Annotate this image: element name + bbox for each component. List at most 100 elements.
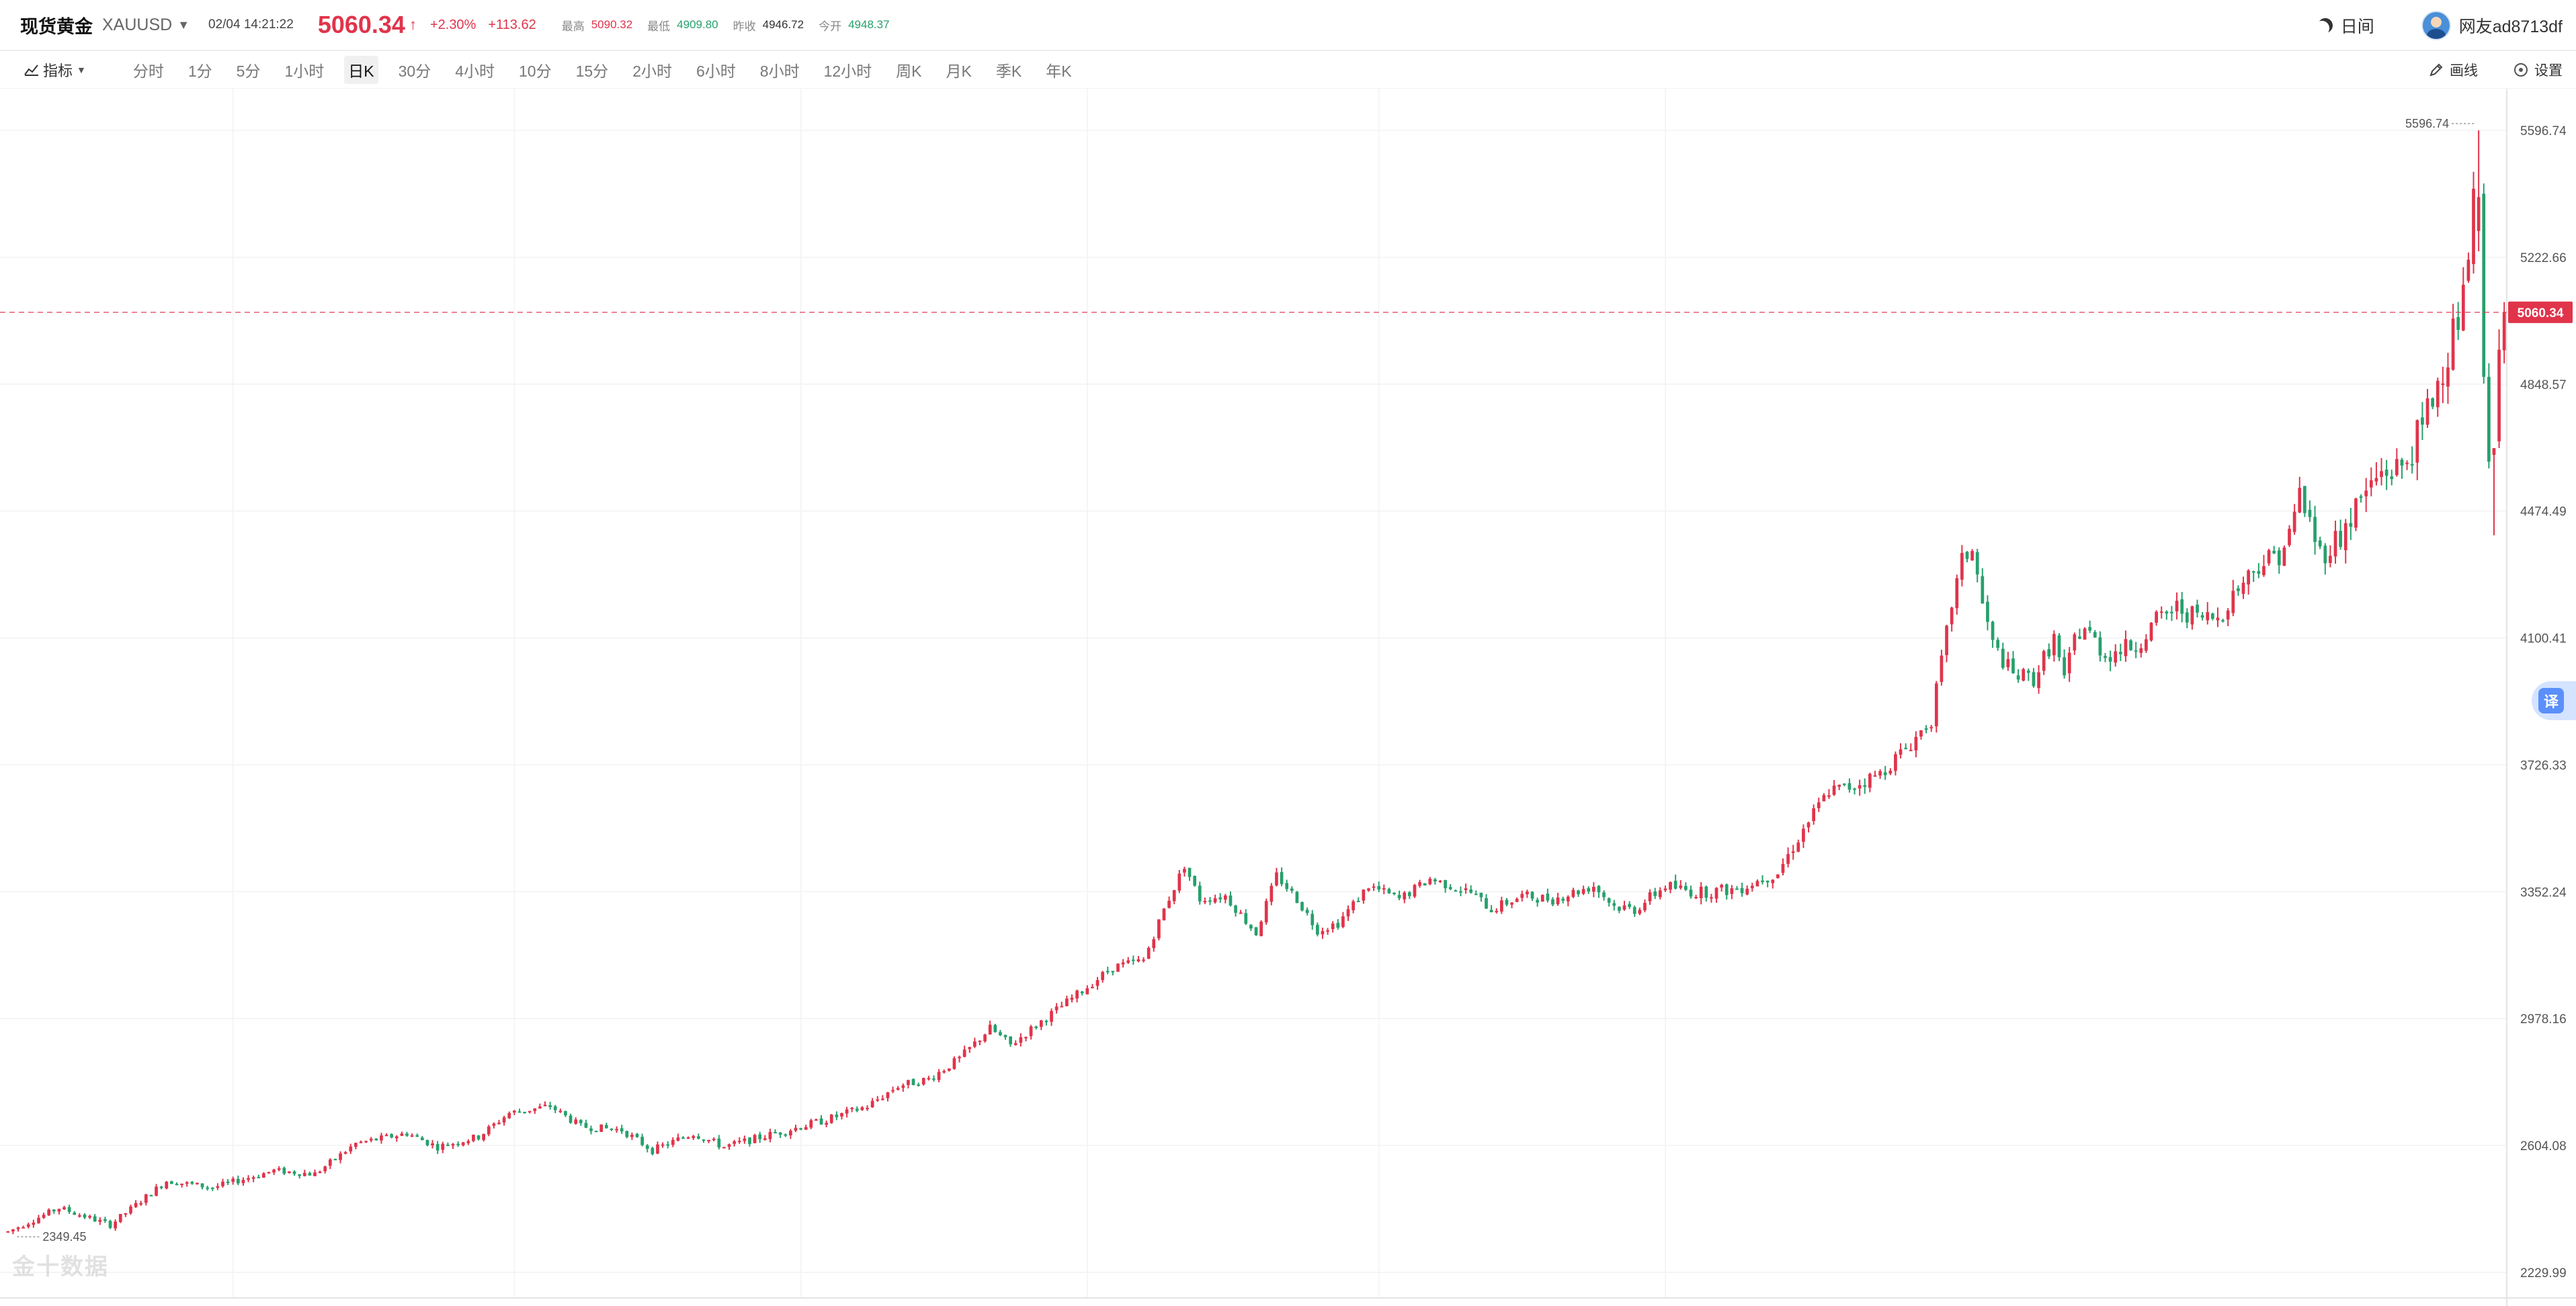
candle-body xyxy=(840,1113,843,1117)
candle-body xyxy=(328,1159,332,1166)
candle-body xyxy=(2425,398,2429,425)
timeframe-tab[interactable]: 季K xyxy=(995,62,1022,80)
candle-body xyxy=(354,1143,358,1147)
candle-body xyxy=(1428,878,1432,885)
candle-body xyxy=(1234,905,1237,913)
candle-body xyxy=(1162,908,1166,920)
timeframe-tab[interactable]: 12小时 xyxy=(823,62,872,80)
settings-button[interactable]: 设置 xyxy=(2514,60,2563,80)
candle-body xyxy=(267,1172,271,1174)
candle-body xyxy=(1653,891,1657,896)
candle-body xyxy=(1362,889,1366,901)
candle-body xyxy=(1356,900,1360,902)
timeframe-tab[interactable]: 6小时 xyxy=(696,62,736,80)
candle-body xyxy=(1326,930,1329,932)
candle-body xyxy=(1270,885,1274,902)
timeframe-tab[interactable]: 15分 xyxy=(575,62,609,80)
candle-body xyxy=(2170,611,2173,613)
candle-body xyxy=(1075,990,1079,999)
min-price-label: 2349.45 xyxy=(42,1230,86,1244)
indicator-label: 指标 xyxy=(43,62,73,79)
candle-body xyxy=(1321,930,1325,934)
candle-body xyxy=(2073,634,2077,651)
candle-body xyxy=(753,1135,757,1143)
translate-button[interactable]: 译 xyxy=(2532,681,2576,720)
candlestick-chart[interactable]: 5596.74 5222.66 4848.57 4474.49 4100.41 3726.… xyxy=(0,89,2576,1306)
prev-close-value: 4946.72 xyxy=(762,18,804,31)
candle-body xyxy=(2262,566,2266,576)
candle-body xyxy=(1622,905,1626,910)
candle-body xyxy=(579,1120,583,1123)
candle-body xyxy=(2477,197,2481,231)
candle-body xyxy=(737,1141,741,1143)
symbol-chevron-down-icon[interactable]: ▼ xyxy=(177,17,190,32)
timeframe-tab[interactable]: 分时 xyxy=(132,62,164,80)
y-tick-label: 2229.99 xyxy=(2520,1266,2567,1280)
y-tick-label: 2978.16 xyxy=(2520,1012,2567,1027)
candle-body xyxy=(983,1034,987,1041)
candle-body xyxy=(640,1137,644,1145)
candle-body xyxy=(149,1194,153,1196)
candle-body xyxy=(1863,785,1867,787)
candle-body xyxy=(870,1100,874,1108)
candle-body xyxy=(1218,897,1222,900)
y-tick-label: 4474.49 xyxy=(2520,505,2567,519)
timeframe-tab[interactable]: 周K xyxy=(896,62,922,80)
candle-body xyxy=(1929,727,1934,729)
candle-body xyxy=(1776,874,1780,879)
candle-body xyxy=(292,1171,296,1174)
candle-body xyxy=(1791,851,1795,853)
candle-body xyxy=(1873,775,1877,777)
timeframe-tab[interactable]: 4小时 xyxy=(455,62,495,80)
timeframe-tab[interactable]: 月K xyxy=(946,62,972,80)
timeframe-tab[interactable]: 日K xyxy=(344,55,378,84)
candle-body xyxy=(1091,987,1094,989)
timeframe-tab[interactable]: 年K xyxy=(1046,62,1072,80)
candle-body xyxy=(2302,486,2307,513)
user-menu[interactable]: 网友ad8713df xyxy=(2421,11,2563,40)
candle-body xyxy=(835,1115,839,1117)
candle-body xyxy=(1346,909,1350,917)
symbol-selector[interactable]: XAUUSD xyxy=(102,15,173,34)
candle-body xyxy=(257,1176,261,1178)
candle-body xyxy=(630,1135,634,1137)
candle-body xyxy=(134,1203,138,1207)
quote-header: 现货黄金 XAUUSD ▼ 02/04 14:21:22 5060.34 ↑ +… xyxy=(0,0,2576,51)
timeframe-tab[interactable]: 1小时 xyxy=(284,62,325,80)
candle-body xyxy=(2042,651,2046,671)
candle-body xyxy=(2298,488,2302,513)
low-label: 最低 xyxy=(647,19,671,33)
candle-body xyxy=(2241,582,2245,594)
timeframe-tab[interactable]: 10分 xyxy=(519,62,552,80)
indicator-button[interactable]: 指标 ▼ xyxy=(24,59,86,81)
candle-body xyxy=(380,1135,383,1141)
username[interactable]: 网友ad8713df xyxy=(2458,17,2563,36)
candle-body xyxy=(2339,531,2342,548)
candle-body xyxy=(1459,891,1462,893)
candle-body xyxy=(651,1147,655,1154)
candle-body xyxy=(1536,900,1539,903)
draw-line-button[interactable]: 画线 xyxy=(2428,60,2478,80)
candle-body xyxy=(635,1133,639,1137)
candle-body xyxy=(2482,193,2486,377)
candle-body xyxy=(855,1108,859,1111)
candle-body xyxy=(93,1216,97,1222)
candle-body xyxy=(917,1084,921,1086)
candle-body xyxy=(47,1209,51,1215)
candle-body xyxy=(809,1120,813,1128)
timeframe-tab[interactable]: 8小时 xyxy=(759,62,800,80)
timeframe-tab[interactable]: 30分 xyxy=(398,62,431,80)
timeframe-tab[interactable]: 2小时 xyxy=(632,62,672,80)
candle-body xyxy=(1940,655,1944,683)
candle-body xyxy=(446,1144,450,1146)
candle-body xyxy=(472,1135,475,1141)
candle-body xyxy=(656,1144,659,1153)
timeframe-tab[interactable]: 5分 xyxy=(236,62,261,80)
candle-body xyxy=(2405,462,2409,464)
timeframe-tab[interactable]: 1分 xyxy=(188,62,212,80)
avatar[interactable] xyxy=(2421,11,2451,40)
toolbar-actions: 画线 设置 xyxy=(2392,51,2563,89)
candle-body xyxy=(2104,656,2107,658)
candle-body xyxy=(492,1123,496,1126)
day-night-toggle[interactable]: 日间 xyxy=(2318,13,2374,38)
